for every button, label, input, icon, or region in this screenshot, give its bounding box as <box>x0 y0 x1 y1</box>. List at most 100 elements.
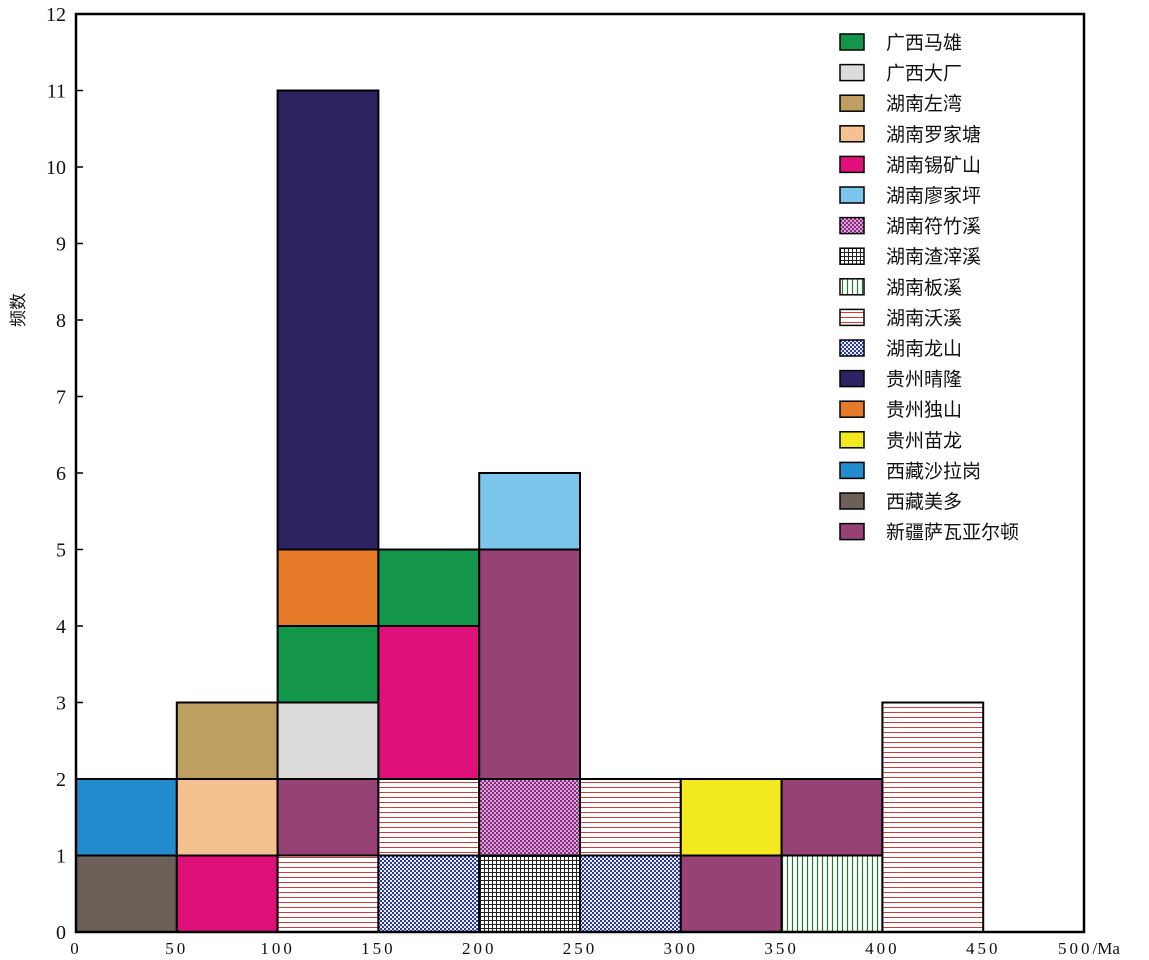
x-tick-label: 350 <box>764 939 799 958</box>
legend-swatch <box>839 461 865 480</box>
bar-segment <box>75 854 178 933</box>
legend-item: 湖南罗家塘 <box>839 124 981 146</box>
x-tick-label: 450 <box>966 939 1001 958</box>
legend-item: 贵州晴隆 <box>839 369 962 391</box>
legend-item: 贵州独山 <box>839 399 962 421</box>
bar-segment <box>478 472 582 551</box>
legend-swatch <box>839 247 865 265</box>
legend-item: 新疆萨瓦亚尔顿 <box>839 522 1019 544</box>
legend-label: 湖南龙山 <box>886 338 962 360</box>
legend-item: 湖南廖家坪 <box>839 185 981 207</box>
legend-label: 西藏美多 <box>886 491 962 513</box>
y-tick-label: 8 <box>56 310 66 332</box>
legend-swatch <box>839 186 865 204</box>
bar-segment <box>276 625 380 704</box>
bar-segment <box>175 778 279 857</box>
legend-label: 湖南符竹溪 <box>886 216 981 238</box>
legend-item: 广西马雄 <box>839 32 962 54</box>
legend-item: 湖南锡矿山 <box>839 154 981 176</box>
x-tick-label: 300 <box>664 939 699 958</box>
bar-segment <box>780 854 884 933</box>
bar-segment <box>478 548 582 780</box>
y-tick-label: 2 <box>56 769 66 791</box>
legend-item: 湖南龙山 <box>839 338 962 360</box>
legend-swatch <box>839 33 865 51</box>
bar-segment <box>478 854 582 933</box>
x-tick-label: 250 <box>563 939 598 958</box>
y-tick-label: 4 <box>56 616 66 638</box>
bar-segment <box>377 625 481 780</box>
legend-swatch <box>839 431 865 449</box>
x-tick-label: 400 <box>865 939 900 958</box>
bar-segment <box>579 778 682 857</box>
bar-segment <box>679 778 783 857</box>
legend-swatch <box>839 155 865 174</box>
legend-swatch <box>839 63 865 82</box>
legend-label: 贵州独山 <box>886 399 962 421</box>
legend-item: 贵州苗龙 <box>839 430 962 452</box>
y-tick-label: 1 <box>56 846 66 868</box>
legend-swatch <box>839 400 865 418</box>
legend-label: 贵州晴隆 <box>886 369 962 391</box>
legend-swatch <box>839 94 865 112</box>
legend-label: 湖南沃溪 <box>886 307 962 329</box>
legend-label: 新疆萨瓦亚尔顿 <box>886 522 1019 544</box>
y-tick-label: 0 <box>56 922 66 944</box>
bar-segment <box>377 854 481 933</box>
y-tick-label: 10 <box>46 157 66 179</box>
x-tick-label: 50 <box>165 939 188 958</box>
x-axis: 0 50 100 150 200 250 300 350 400 450 500/Ma <box>70 925 1120 958</box>
y-tick-label: 3 <box>56 693 66 715</box>
y-tick-label: 11 <box>47 81 66 103</box>
legend-label: 贵州苗龙 <box>886 430 962 452</box>
bar-segment <box>276 778 380 857</box>
y-tick-label: 6 <box>56 463 66 485</box>
x-unit-label: /Ma <box>1093 939 1121 958</box>
legend-item: 湖南沃溪 <box>839 307 962 329</box>
bar-segment <box>276 854 380 933</box>
bar-segment <box>679 854 783 933</box>
x-tick-label: 150 <box>361 939 396 958</box>
bar-segment <box>276 548 380 627</box>
legend-swatch <box>839 125 865 143</box>
x-tick-label: 200 <box>462 939 497 958</box>
legend-label: 湖南板溪 <box>886 277 962 299</box>
legend-label: 西藏沙拉岗 <box>886 460 981 482</box>
legend-swatch <box>839 369 865 388</box>
y-tick-label: 9 <box>56 234 66 256</box>
legend-label: 湖南左湾 <box>886 93 962 115</box>
legend-swatch <box>839 308 865 327</box>
bar-segment <box>478 778 582 857</box>
bar-segment <box>579 854 682 933</box>
y-axis-label: 频数 <box>9 293 29 327</box>
bar-segment <box>377 548 481 627</box>
bar-segment <box>881 701 985 933</box>
y-tick-label: 5 <box>56 540 66 562</box>
legend-swatch <box>839 216 865 235</box>
legend-item: 湖南渣滓溪 <box>839 246 981 268</box>
legend-label: 湖南锡矿山 <box>886 154 981 176</box>
x-tick-label: 0 <box>70 939 82 958</box>
legend-item: 湖南符竹溪 <box>839 216 981 238</box>
bars-layer <box>75 89 985 933</box>
bar-segment <box>377 778 481 857</box>
legend-item: 西藏美多 <box>839 491 962 513</box>
legend-item: 西藏沙拉岗 <box>839 460 981 482</box>
legend-swatch <box>839 278 865 296</box>
legend-swatch <box>839 339 865 357</box>
legend-label: 广西大厂 <box>886 63 962 85</box>
bar-segment <box>780 778 884 857</box>
legend-item: 广西大厂 <box>839 63 962 85</box>
x-tick-label: 100 <box>260 939 295 958</box>
bar-segment <box>175 854 279 933</box>
legend: 广西马雄广西大厂湖南左湾湖南罗家塘湖南锡矿山湖南廖家坪湖南符竹溪湖南渣滓溪湖南板… <box>839 32 1019 544</box>
x-tick-label: 500/Ma <box>1058 939 1120 958</box>
y-tick-label: 7 <box>56 387 66 409</box>
legend-item: 湖南左湾 <box>839 93 962 115</box>
legend-label: 湖南廖家坪 <box>886 185 981 207</box>
legend-item: 湖南板溪 <box>839 277 962 299</box>
bar-segment <box>276 701 380 780</box>
bar-segment <box>75 778 178 857</box>
